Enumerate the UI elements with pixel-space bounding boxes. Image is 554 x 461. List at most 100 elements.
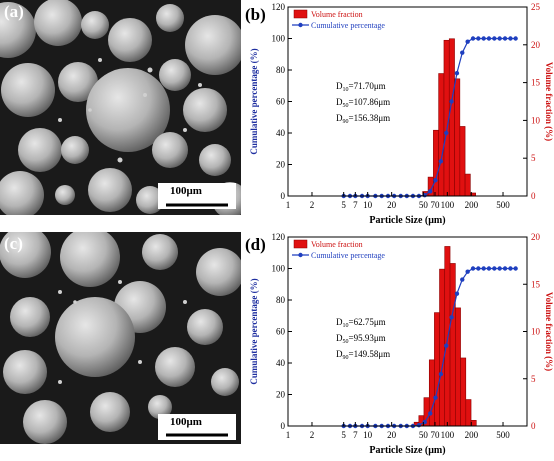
chart-b-x-axis-label: Particle Size (μm) <box>369 215 445 226</box>
chart-b-x-tick-label: 500 <box>496 200 510 210</box>
chart-b-y-right-tick-label: 0 <box>531 191 536 201</box>
chart-d-legend-bar-label: Volume fraction <box>311 240 363 249</box>
chart-d-x-tick-label: 10 <box>363 430 373 440</box>
chart-d-bar <box>428 359 435 427</box>
chart-d-cumulative-point <box>438 371 444 377</box>
chart-b-bar <box>448 38 455 197</box>
chart-b-x-tick-label: 200 <box>465 200 479 210</box>
chart-d-panel-label: (d) <box>245 235 266 254</box>
chart-b-cumulative-point <box>470 36 476 41</box>
chart-d-legend-bar-swatch <box>293 239 308 249</box>
chart-b-x-tick-label: 7 <box>353 200 358 210</box>
chart-b-x-tick-label: 100 <box>441 200 455 210</box>
chart-d-annotation-d50: D50=95.93μm <box>336 333 386 345</box>
chart-b-y-right-label: Volume fraction (%) <box>544 62 554 141</box>
panel-label-c: (c) <box>4 234 23 253</box>
chart-b-cumulative-point <box>460 50 465 55</box>
chart-b-cumulative-point <box>476 36 481 41</box>
chart-b-x-tick-label: 50 <box>419 200 429 210</box>
chart-d-y-left-label: Cumulative percentage (%) <box>249 278 259 384</box>
chart-d-x-tick-label: 100 <box>441 430 455 440</box>
sem-particles-a <box>0 0 241 215</box>
chart-d-x-tick-label: 5 <box>341 430 346 440</box>
chart-d-cumulative-point <box>486 266 492 271</box>
chart-d-cumulative-point <box>470 266 476 271</box>
chart-d-x-tick-label: 2 <box>310 430 315 440</box>
chart-d-cumulative-point <box>465 269 470 274</box>
chart-d-annotation-d10: D10=62.75μm <box>336 317 386 329</box>
chart-d-y-left-tick-label: 80 <box>276 295 286 305</box>
chart-d-x-tick-label: 70 <box>430 430 440 440</box>
chart-d-cumulative-point <box>497 266 502 271</box>
chart-b-x-tick-label: 20 <box>387 200 397 210</box>
chart-b-cumulative-point <box>433 178 438 183</box>
chart-b-y-left-tick-label: 40 <box>276 128 286 138</box>
chart-d-cumulative-point <box>428 411 433 416</box>
chart-d-y-right-tick-label: 0 <box>531 421 536 431</box>
chart-d-x-tick-label: 1 <box>286 430 291 440</box>
chart-d-y-left-tick-label: 120 <box>272 232 286 242</box>
chart-d-cumulative-point <box>433 395 438 400</box>
chart-b-cumulative-point <box>438 159 444 164</box>
chart-b-bar <box>438 73 445 197</box>
sem-particles-c <box>0 232 241 444</box>
chart-d-legend-line-marker <box>298 252 303 258</box>
chart-b-cumulative-point <box>486 36 492 41</box>
chart-d-y-right-tick-label: 15 <box>531 279 541 289</box>
chart-d-x-tick-label: 7 <box>353 430 358 440</box>
chart-b-cumulative-point <box>492 36 497 41</box>
chart-d-bar <box>460 357 467 427</box>
chart-b-y-right-tick-label: 25 <box>531 2 541 12</box>
panel-label-a: (a) <box>4 2 24 21</box>
chart-b-y-left-tick-label: 0 <box>281 191 286 201</box>
chart-b-annotation-d90: D90=156.38μm <box>336 113 390 125</box>
chart-d-y-left-tick-label: 60 <box>276 327 286 337</box>
chart-d-bar <box>439 268 446 427</box>
chart-b-cumulative-point <box>428 189 433 194</box>
chart-d-bar <box>465 399 472 427</box>
chart-d-bar <box>434 312 440 427</box>
chart-b-bar <box>464 173 471 197</box>
chart-b-cumulative-point <box>481 36 486 41</box>
chart-d-svg: (d)1 2 5 7 10 20 50 70 100 200 5000204060801001200… <box>245 232 554 456</box>
chart-b-y-right-tick-label: 10 <box>531 115 541 125</box>
chart-d-legend-line-label: Cumulative percentage <box>311 251 385 260</box>
chart-b-y-right-tick-label: 20 <box>531 40 541 50</box>
scale-bar-label-a: 100μm <box>170 185 202 197</box>
chart-d-cumulative-point <box>416 423 422 428</box>
chart-b-x-tick-label: 70 <box>430 200 440 210</box>
chart-b-y-left-label: Cumulative percentage (%) <box>249 48 259 154</box>
chart-b-y-left-tick-label: 120 <box>272 2 286 12</box>
chart-d-bar <box>449 263 456 427</box>
chart-b-legend-line-label: Cumulative percentage <box>311 21 385 30</box>
chart-d-bar <box>455 307 461 427</box>
chart-b-x-tick-label: 1 <box>286 200 291 210</box>
chart-d-bar <box>470 420 477 427</box>
chart-b-cumulative-point <box>465 39 470 44</box>
chart-d-cumulative-point <box>481 266 486 271</box>
chart-b-legend-line-marker <box>298 22 303 28</box>
chart-b-cumulative-point <box>444 130 449 136</box>
chart-d-cumulative-point <box>502 266 508 271</box>
chart-b-bar <box>459 126 466 197</box>
sem-image-c: (c) 100μm <box>0 232 241 444</box>
chart-d-x-tick-label: 50 <box>419 430 429 440</box>
chart-d-annotation-d90: D90=149.58μm <box>336 349 390 361</box>
chart-b-x-tick-label: 10 <box>363 200 373 210</box>
chart-b-bar <box>454 78 461 197</box>
chart-d-y-right-tick-label: 20 <box>531 232 541 242</box>
chart-d-x-tick-label: 500 <box>496 430 510 440</box>
chart-d-cumulative-point <box>492 266 497 271</box>
chart-d-x-tick-label: 20 <box>387 430 397 440</box>
chart-d-y-left-tick-label: 40 <box>276 358 286 368</box>
chart-b-y-left-tick-label: 60 <box>276 97 286 107</box>
chart-b-y-left-tick-label: 20 <box>276 160 286 170</box>
chart-b-y-right-tick-label: 5 <box>531 153 536 163</box>
chart-d-y-left-tick-label: 100 <box>272 264 286 274</box>
chart-b-cumulative-point <box>513 36 518 41</box>
chart-d-y-right-tick-label: 5 <box>531 374 536 384</box>
chart-d-y-left-tick-label: 20 <box>276 390 286 400</box>
chart-d-cumulative-point <box>454 291 460 296</box>
chart-b-panel-label: (b) <box>245 5 266 24</box>
chart-b: (b) 1 2 5 7 10 20 50 70 100 200 500 0 20 40 60 80 100 120 0… <box>241 0 554 230</box>
